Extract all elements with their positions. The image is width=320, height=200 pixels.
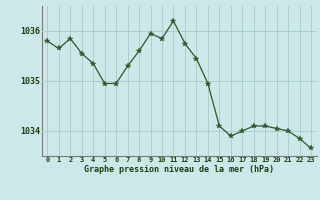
X-axis label: Graphe pression niveau de la mer (hPa): Graphe pression niveau de la mer (hPa) <box>84 165 274 174</box>
